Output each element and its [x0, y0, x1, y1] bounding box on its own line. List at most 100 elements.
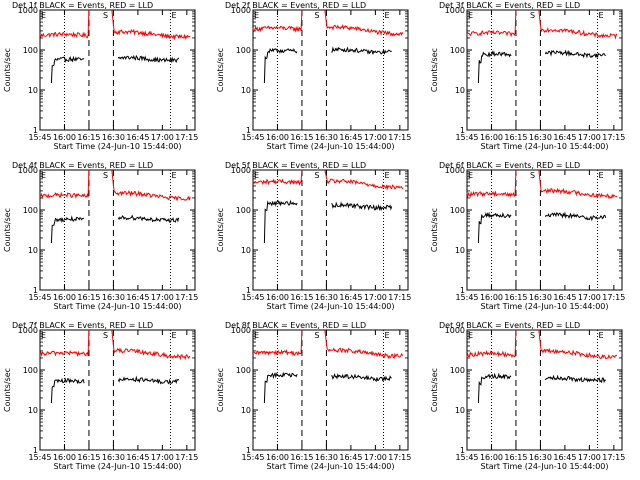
- y-tick-label: 10: [28, 86, 38, 95]
- series-line-lld-post: [111, 329, 191, 361]
- plot-frame: [39, 169, 196, 291]
- y-axis-label: Counts/sec: [430, 368, 439, 412]
- x-tick-label: 16:45: [553, 133, 576, 142]
- y-tick-label: 1000: [231, 166, 251, 175]
- x-tick-label: 16:45: [126, 453, 149, 462]
- series-line-lld-post: [324, 169, 404, 191]
- event-marker-label: S: [103, 171, 108, 180]
- x-tick-label: 16:00: [480, 133, 503, 142]
- x-tick-label: 16:00: [53, 453, 76, 462]
- series-line-lld-pre: [252, 169, 303, 186]
- event-marker-label: S: [314, 331, 319, 340]
- chart-title: Det 3f BLACK = Events, RED = LLD: [439, 1, 580, 10]
- event-marker-label: E: [172, 171, 177, 180]
- y-tick-label: 100: [450, 46, 465, 55]
- event-marker-label: E: [599, 331, 604, 340]
- plot-frame: [466, 329, 623, 451]
- y-tick-label: 1000: [445, 6, 465, 15]
- event-marker-label: E: [41, 11, 46, 20]
- x-axis-label: Start Time (24-Jun-10 15:44:00): [481, 302, 609, 311]
- series-line-events-post: [117, 214, 180, 223]
- x-tick-label: 16:45: [339, 293, 362, 302]
- y-tick-label: 100: [236, 366, 251, 375]
- chart-title: Det 7f BLACK = Events, RED = LLD: [12, 321, 153, 330]
- event-marker-label: E: [41, 171, 46, 180]
- x-axis-label: Start Time (24-Jun-10 15:44:00): [267, 142, 395, 151]
- chart-title: Det 4f BLACK = Events, RED = LLD: [12, 161, 153, 170]
- x-axis-label: Start Time (24-Jun-10 15:44:00): [54, 302, 182, 311]
- x-tick-label: 17:15: [388, 453, 411, 462]
- x-tick-label: 16:30: [529, 133, 552, 142]
- y-axis-label: Counts/sec: [430, 48, 439, 92]
- x-tick-label: 16:00: [266, 453, 289, 462]
- x-tick-label: 16:30: [315, 133, 338, 142]
- x-tick-label: 17:00: [364, 293, 387, 302]
- series-line-lld-pre: [252, 329, 303, 357]
- series-line-lld-pre: [466, 329, 517, 359]
- series-line-lld-pre: [39, 169, 90, 200]
- x-tick-label: 16:45: [126, 293, 149, 302]
- x-tick-label: 16:30: [529, 293, 552, 302]
- x-tick-label: 17:15: [175, 453, 198, 462]
- plot-frame: [466, 169, 623, 291]
- x-tick-label: 15:45: [28, 293, 51, 302]
- series-line-events-pre: [477, 50, 512, 84]
- series-line-events-pre: [50, 377, 85, 404]
- y-tick-label: 1: [246, 286, 251, 295]
- chart-title: Det 1f BLACK = Events, RED = LLD: [12, 1, 153, 10]
- x-tick-label: 15:45: [455, 133, 478, 142]
- x-tick-label: 15:45: [241, 293, 264, 302]
- x-axis-label: Start Time (24-Jun-10 15:44:00): [267, 462, 395, 471]
- x-tick-label: 17:15: [175, 133, 198, 142]
- x-tick-label: 17:15: [602, 133, 625, 142]
- x-tick-label: 16:15: [290, 133, 313, 142]
- event-marker-label: S: [314, 11, 319, 20]
- x-tick-label: 16:15: [504, 453, 527, 462]
- x-axis-label: Start Time (24-Jun-10 15:44:00): [54, 142, 182, 151]
- event-marker-label: E: [468, 171, 473, 180]
- series-line-lld-post: [111, 9, 191, 41]
- y-tick-label: 10: [455, 246, 465, 255]
- chart-title: Det 9f BLACK = Events, RED = LLD: [439, 321, 580, 330]
- plot-frame: [466, 9, 623, 131]
- plot-frame: [252, 9, 409, 131]
- event-marker-label: E: [172, 331, 177, 340]
- series-line-lld-pre: [39, 329, 90, 358]
- y-tick-label: 1000: [231, 6, 251, 15]
- x-tick-label: 17:00: [364, 133, 387, 142]
- y-axis-label: Counts/sec: [216, 368, 225, 412]
- x-tick-label: 16:00: [266, 133, 289, 142]
- x-tick-label: 17:00: [151, 453, 174, 462]
- series-line-events-pre: [263, 199, 298, 244]
- x-tick-label: 15:45: [455, 453, 478, 462]
- x-tick-label: 16:00: [53, 133, 76, 142]
- event-marker-label: S: [530, 331, 535, 340]
- series-line-events-post: [117, 375, 180, 385]
- event-marker-label: S: [103, 331, 108, 340]
- event-marker-label: E: [254, 171, 259, 180]
- series-line-events-pre: [263, 47, 298, 84]
- y-axis-label: Counts/sec: [216, 48, 225, 92]
- y-tick-label: 1: [246, 446, 251, 455]
- y-tick-label: 1: [33, 446, 38, 455]
- x-tick-label: 16:15: [290, 453, 313, 462]
- x-tick-label: 16:30: [102, 453, 125, 462]
- y-tick-label: 100: [23, 366, 38, 375]
- series-line-lld-post: [538, 169, 618, 200]
- x-tick-label: 16:45: [339, 133, 362, 142]
- x-tick-label: 16:30: [102, 133, 125, 142]
- y-tick-label: 1: [33, 286, 38, 295]
- plot-frame: [252, 169, 409, 291]
- x-tick-label: 16:45: [553, 293, 576, 302]
- series-line-events-pre: [477, 211, 512, 244]
- chart-title: Det 6f BLACK = Events, RED = LLD: [439, 161, 580, 170]
- chart-title: Det 2f BLACK = Events, RED = LLD: [225, 1, 366, 10]
- event-marker-label: E: [172, 11, 177, 20]
- y-tick-label: 1: [460, 446, 465, 455]
- series-line-events-pre: [50, 215, 85, 244]
- x-tick-label: 15:45: [455, 293, 478, 302]
- x-tick-label: 16:15: [290, 293, 313, 302]
